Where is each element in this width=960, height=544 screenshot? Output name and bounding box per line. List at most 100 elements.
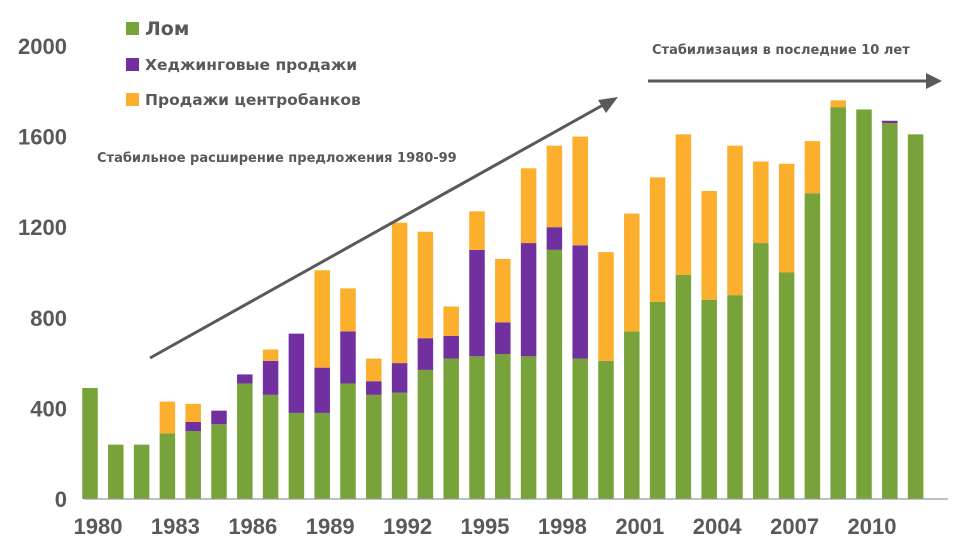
- bar-segment-scrap: [314, 412, 330, 499]
- y-tick-label: 0: [55, 487, 67, 512]
- y-tick-label: 1600: [18, 125, 67, 150]
- x-tick-label: 1986: [228, 514, 277, 539]
- bar-segment-hedging: [314, 367, 330, 413]
- bar-segment-scrap: [185, 431, 201, 499]
- bar-segment-scrap: [495, 354, 511, 499]
- bar-segment-scrap: [288, 412, 305, 499]
- bar-segment-central-banks: [701, 190, 717, 300]
- bar-segment-scrap: [340, 383, 356, 499]
- bar-segment-scrap: [366, 394, 382, 499]
- y-tick-label: 2000: [18, 34, 67, 59]
- x-tick-label: 1998: [538, 514, 587, 539]
- bar-segment-central-banks: [159, 401, 176, 434]
- bar-segment-scrap: [262, 394, 279, 499]
- bar-segment-hedging: [211, 410, 227, 425]
- bar-segment-scrap: [546, 249, 563, 499]
- x-tick-label: 2007: [770, 514, 819, 539]
- bar-segment-hedging: [546, 227, 563, 250]
- x-tick-label: 2001: [615, 514, 664, 539]
- bar-segment-hedging: [520, 243, 537, 357]
- bar-segment-scrap: [727, 295, 743, 499]
- bar-segment-central-banks: [830, 100, 846, 108]
- stabilization-arrow-head: [926, 73, 942, 89]
- bar-segment-central-banks: [675, 134, 692, 275]
- bar-segment-scrap: [108, 444, 124, 499]
- bar-segment-scrap: [778, 272, 795, 499]
- bar-segment-hedging: [366, 381, 382, 395]
- bar-segment-central-banks: [469, 211, 485, 250]
- legend-swatch-central-banks: [126, 93, 139, 106]
- bar-segment-central-banks: [546, 145, 563, 228]
- annotations: Стабильное расширение предложения 1980-9…: [97, 43, 942, 360]
- growth-annotation: Стабильное расширение предложения 1980-9…: [97, 151, 457, 166]
- bar-segment-scrap: [856, 109, 872, 500]
- bar-segment-scrap: [133, 444, 150, 499]
- bar-segment-hedging: [495, 322, 511, 355]
- bar-segment-hedging: [340, 331, 356, 384]
- legend-label-scrap: Лом: [145, 18, 189, 40]
- x-tick-label: 1995: [461, 514, 510, 539]
- bar-segment-scrap: [391, 392, 408, 499]
- legend-label-central-banks: Продажи центробанков: [145, 91, 361, 109]
- x-tick-label: 1992: [383, 514, 432, 539]
- bar-segment-hedging: [288, 333, 305, 413]
- bar-segment-central-banks: [314, 270, 330, 368]
- bar-segment-scrap: [624, 331, 640, 499]
- bar-segment-hedging: [185, 421, 201, 432]
- bar-segment-hedging: [882, 120, 898, 124]
- bar-segment-central-banks: [185, 403, 201, 422]
- bar-segment-central-banks: [520, 168, 537, 244]
- bar-segment-scrap: [804, 193, 821, 499]
- bar-segment-scrap: [82, 388, 98, 499]
- bar-segment-scrap: [520, 356, 537, 499]
- x-tick-label: 2004: [693, 514, 743, 539]
- bar-segment-scrap: [701, 299, 717, 499]
- bar-segment-scrap: [649, 301, 666, 499]
- legend: Лом Хеджинговые продажи Продажи центроба…: [126, 18, 361, 109]
- bar-segment-hedging: [572, 245, 588, 359]
- bar-segment-scrap: [675, 274, 692, 499]
- x-tick-label: 2010: [848, 514, 897, 539]
- bar-segment-central-banks: [391, 222, 408, 364]
- bar-segment-scrap: [211, 424, 227, 499]
- bar-segment-central-banks: [366, 358, 382, 382]
- bar-segment-central-banks: [804, 141, 821, 194]
- bar-segment-central-banks: [572, 136, 588, 246]
- x-tick-label: 1980: [74, 514, 123, 539]
- bar-segment-scrap: [907, 134, 924, 499]
- legend-swatch-scrap: [126, 22, 139, 35]
- bar-segment-central-banks: [495, 258, 511, 323]
- bar-segment-hedging: [391, 363, 408, 393]
- bar-segment-central-banks: [727, 145, 743, 296]
- stabilization-annotation: Стабилизация в последние 10 лет: [652, 43, 910, 58]
- bar-segment-central-banks: [262, 349, 279, 361]
- bar-segment-hedging: [469, 249, 485, 357]
- y-tick-label: 800: [30, 306, 67, 331]
- bar-segment-scrap: [417, 369, 434, 499]
- growth-arrow-head: [598, 97, 618, 113]
- bar-segment-scrap: [159, 433, 176, 499]
- growth-arrow: [149, 98, 613, 360]
- bar-segment-central-banks: [443, 306, 459, 336]
- bar-segment-hedging: [417, 338, 434, 370]
- bar-segment-scrap: [469, 356, 485, 499]
- legend-swatch-hedging: [126, 58, 139, 71]
- x-axis-ticks: 1980 1983 1986 1989 1992 1995 1998 2001 2004 2007…: [74, 514, 897, 539]
- bar-segment-scrap: [753, 243, 769, 499]
- bar-segment-hedging: [443, 335, 459, 359]
- bar-segment-scrap: [572, 358, 588, 499]
- bar-segment-hedging: [237, 374, 253, 384]
- y-axis-ticks: 0 400 800 1200 1600 2000: [18, 34, 67, 512]
- bar-segment-hedging: [262, 360, 279, 395]
- x-tick-label: 1983: [151, 514, 200, 539]
- bar-segment-central-banks: [624, 213, 640, 332]
- bar-segment-scrap: [882, 123, 898, 499]
- y-tick-label: 400: [30, 396, 67, 421]
- bar-segment-central-banks: [753, 161, 769, 244]
- bar-segment-scrap: [830, 107, 846, 499]
- bar-segment-scrap: [443, 358, 459, 499]
- bar-segment-central-banks: [778, 163, 795, 273]
- bar-segment-scrap: [237, 383, 253, 499]
- x-tick-label: 1989: [306, 514, 355, 539]
